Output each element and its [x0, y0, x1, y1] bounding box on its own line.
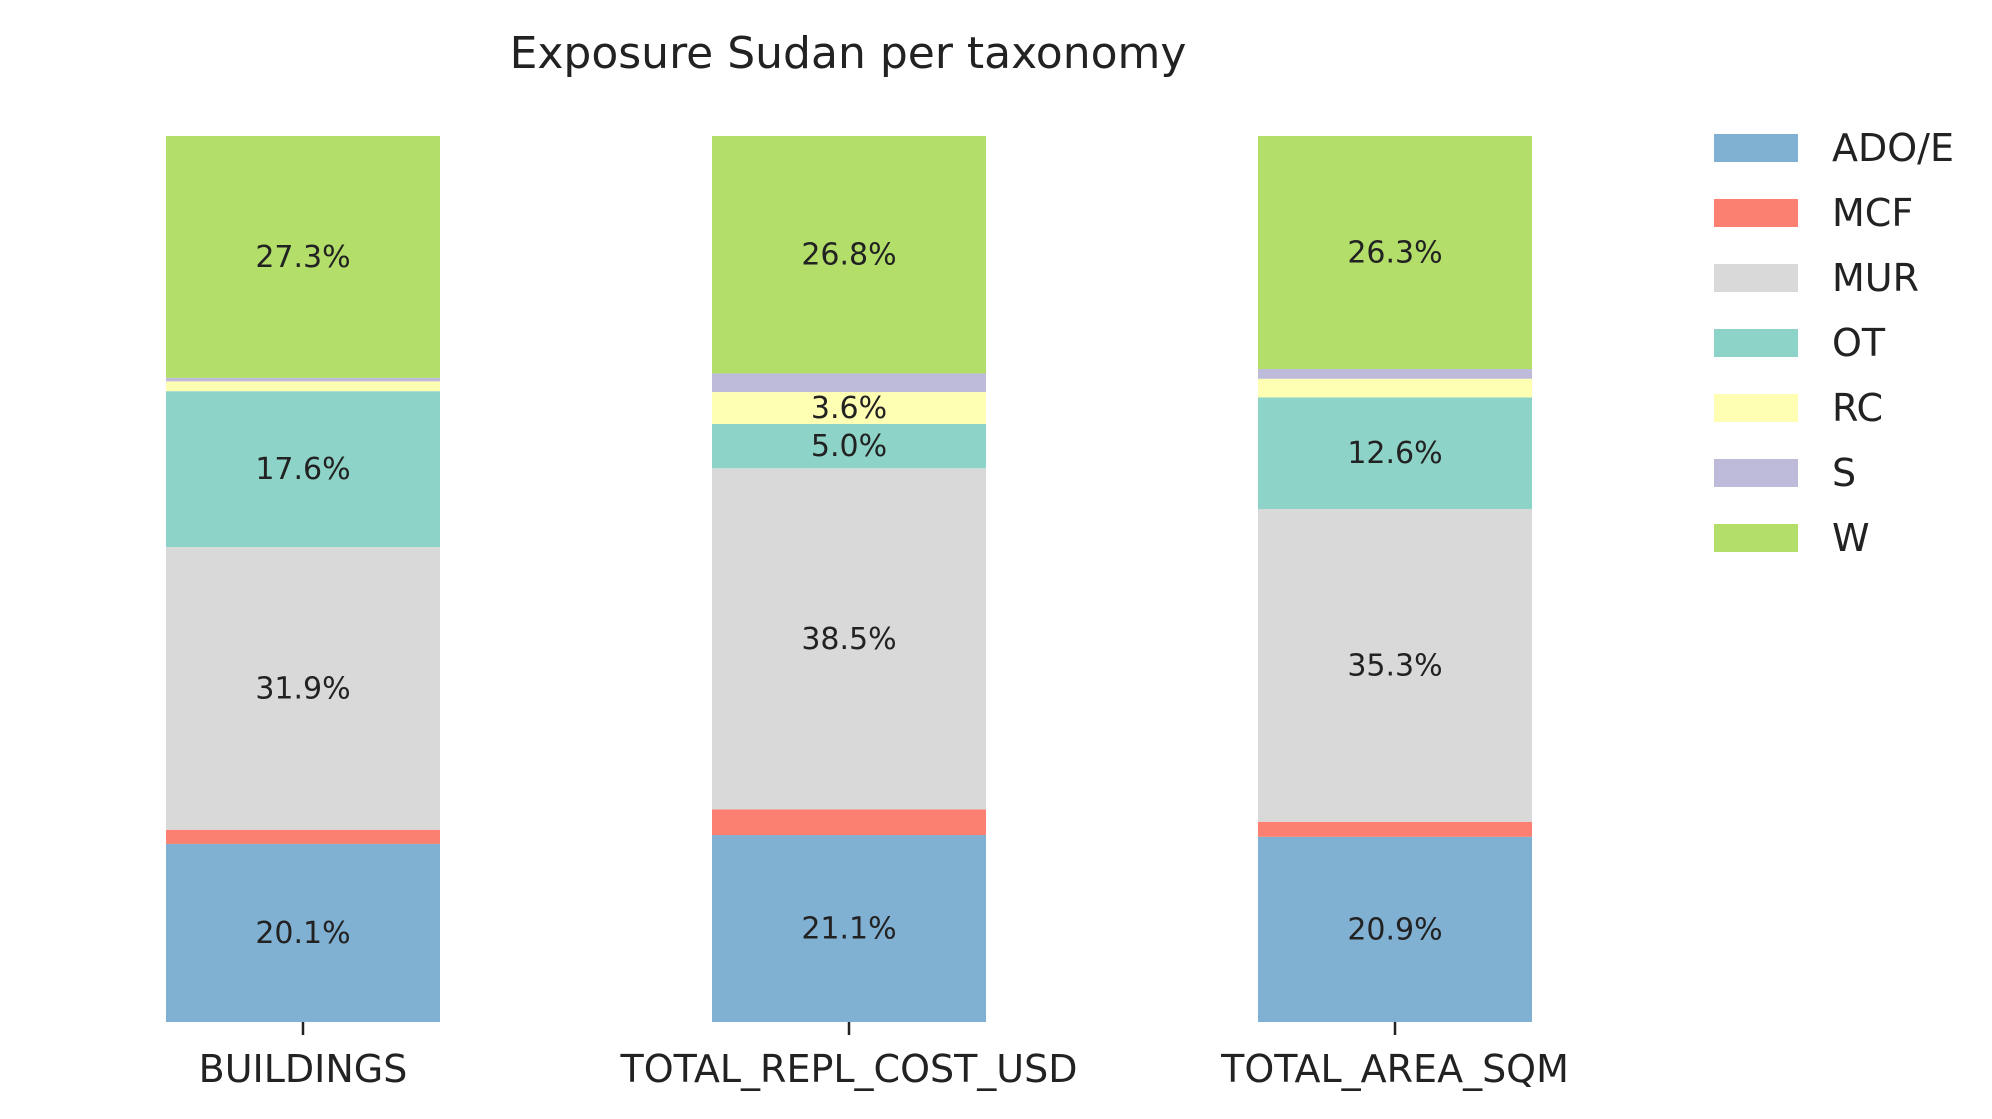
bar-segment-ot-total-repl-cost-usd — [712, 423, 986, 469]
data-label-rc-total-repl-cost-usd: 3.6% — [811, 391, 887, 426]
legend-label-mcf: MCF — [1832, 191, 1913, 235]
bar-segment-w-total-area-sqm — [1258, 136, 1532, 370]
bar-segment-rc-buildings — [166, 381, 440, 392]
legend-item-w: W — [1714, 516, 1870, 560]
bar-segment-mcf-total-area-sqm — [1258, 821, 1532, 837]
legend-swatch-rc — [1714, 394, 1798, 422]
data-label-mur-total-repl-cost-usd: 38.5% — [801, 622, 896, 657]
legend-item-s: S — [1714, 451, 1856, 495]
x-tick-label-buildings: BUILDINGS — [199, 1047, 408, 1091]
legend-label-ado-e: ADO/E — [1832, 126, 1954, 170]
legend-item-mcf: MCF — [1714, 191, 1913, 235]
legend-label-w: W — [1832, 516, 1870, 560]
data-label-ado-e-total-area-sqm: 20.9% — [1347, 912, 1442, 947]
data-label-ot-total-repl-cost-usd: 5.0% — [811, 429, 887, 464]
bar-segment-ado-e-buildings — [166, 843, 440, 1022]
legend-item-ot: OT — [1714, 321, 1886, 365]
bars-group — [166, 136, 1532, 1022]
bar-segment-ot-buildings — [166, 391, 440, 548]
legend-item-rc: RC — [1714, 386, 1883, 430]
x-tick-label-total-area-sqm: TOTAL_AREA_SQM — [1220, 1047, 1569, 1091]
legend-swatch-s — [1714, 459, 1798, 487]
bar-segment-s-buildings — [166, 377, 440, 382]
bar-segment-mur-total-area-sqm — [1258, 509, 1532, 822]
x-tick-label-total-repl-cost-usd: TOTAL_REPL_COST_USD — [619, 1047, 1077, 1091]
bar-segment-w-total-repl-cost-usd — [712, 136, 986, 374]
bar-segment-w-buildings — [166, 136, 440, 378]
legend-label-ot: OT — [1832, 321, 1886, 365]
data-label-ado-e-buildings: 20.1% — [255, 916, 350, 951]
legend-swatch-mur — [1714, 264, 1798, 292]
data-label-ado-e-total-repl-cost-usd: 21.1% — [801, 912, 896, 947]
bar-segment-s-total-area-sqm — [1258, 369, 1532, 379]
legend: ADO/E MCF MUR OT RC SW — [1714, 126, 1954, 560]
bar-segment-rc-total-area-sqm — [1258, 378, 1532, 398]
chart-title: Exposure Sudan per taxonomy — [510, 28, 1187, 79]
data-label-w-total-area-sqm: 26.3% — [1347, 236, 1442, 271]
data-label-mur-buildings: 31.9% — [255, 671, 350, 706]
legend-label-mur: MUR — [1832, 256, 1919, 300]
segment-labels-group: 20.1% 31.9% 17.6% 27.3% 21.1% 38.5% 5.0%3.6% 26… — [255, 236, 1442, 951]
legend-label-rc: RC — [1832, 386, 1883, 430]
bar-segment-ado-e-total-repl-cost-usd — [712, 835, 986, 1022]
bar-segment-rc-total-repl-cost-usd — [712, 392, 986, 424]
legend-swatch-mcf — [1714, 199, 1798, 227]
x-axis: BUILDINGS TOTAL_REPL_COST_USD TOTAL_AREA_S… — [199, 1022, 1569, 1091]
data-label-w-buildings: 27.3% — [255, 240, 350, 275]
bar-segment-mcf-buildings — [166, 829, 440, 844]
bar-segment-ado-e-total-area-sqm — [1258, 836, 1532, 1022]
bar-segment-mur-total-repl-cost-usd — [712, 468, 986, 810]
bar-segment-ot-total-area-sqm — [1258, 397, 1532, 510]
bar-segment-mcf-total-repl-cost-usd — [712, 809, 986, 836]
data-label-ot-buildings: 17.6% — [255, 452, 350, 487]
bar-segment-s-total-repl-cost-usd — [712, 373, 986, 393]
legend-item-mur: MUR — [1714, 256, 1919, 300]
legend-swatch-ado-e — [1714, 134, 1798, 162]
legend-label-s: S — [1832, 451, 1856, 495]
bar-segment-mur-buildings — [166, 547, 440, 830]
legend-swatch-ot — [1714, 329, 1798, 357]
legend-swatch-w — [1714, 524, 1798, 552]
data-label-w-total-repl-cost-usd: 26.8% — [801, 238, 896, 273]
data-label-ot-total-area-sqm: 12.6% — [1347, 436, 1442, 471]
data-label-mur-total-area-sqm: 35.3% — [1347, 648, 1442, 683]
legend-item-ado-e: ADO/E — [1714, 126, 1954, 170]
